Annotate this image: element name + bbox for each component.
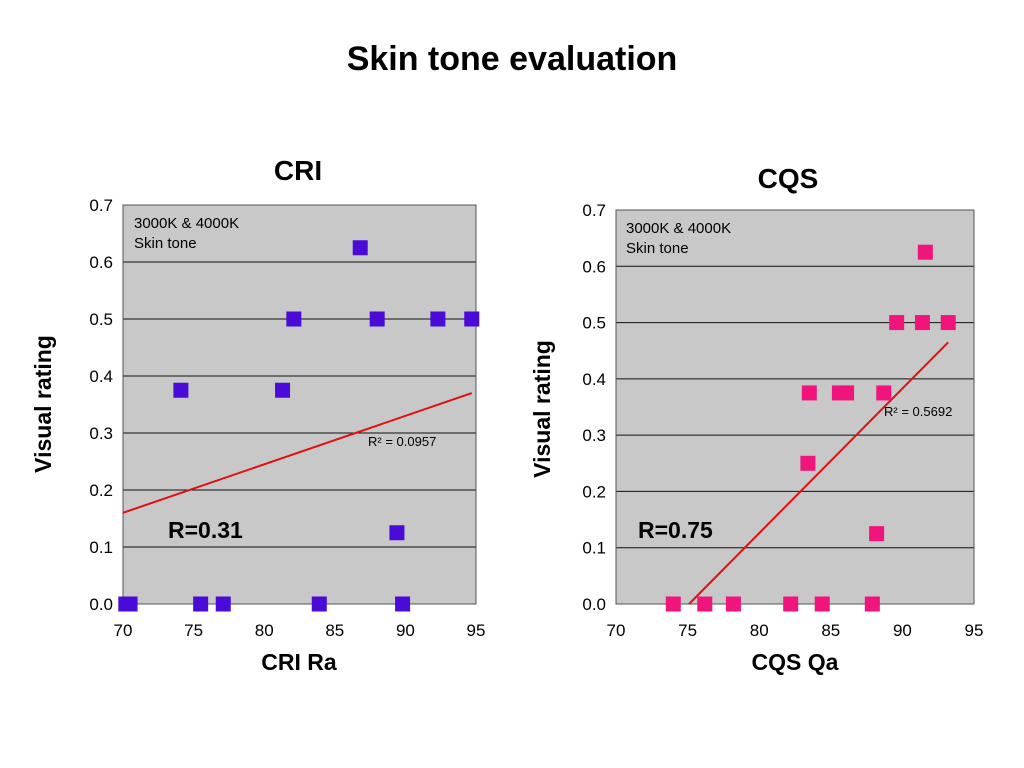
- data-point: [193, 596, 209, 612]
- data-point: [389, 525, 405, 541]
- y-axis-label: Visual rating: [529, 340, 555, 478]
- x-tick-label: 90: [396, 621, 415, 640]
- y-tick-label: 0.2: [89, 481, 113, 500]
- y-tick-label: 0.7: [89, 196, 113, 215]
- x-axis-label: CRI Ra: [261, 649, 337, 675]
- data-point: [173, 382, 189, 398]
- data-point: [665, 596, 681, 612]
- data-point: [464, 311, 480, 327]
- x-tick-label: 80: [255, 621, 274, 640]
- plot-area: [123, 205, 476, 604]
- x-tick-label: 85: [821, 621, 840, 640]
- y-tick-label: 0.3: [89, 424, 113, 443]
- data-point: [430, 311, 446, 327]
- y-tick-label: 0.3: [582, 426, 606, 445]
- y-tick-label: 0.7: [582, 201, 606, 220]
- trendline: [688, 341, 949, 605]
- y-tick-label: 0.6: [89, 253, 113, 272]
- y-tick-label: 0.5: [582, 314, 606, 333]
- y-tick-label: 0.5: [89, 310, 113, 329]
- y-tick-label: 0.4: [582, 370, 606, 389]
- plot-area: [616, 210, 974, 604]
- y-tick-label: 0.6: [582, 257, 606, 276]
- y-tick-label: 0.0: [89, 595, 113, 614]
- note-line: Skin tone: [626, 240, 689, 257]
- data-point: [395, 596, 411, 612]
- data-point: [889, 315, 905, 331]
- data-point: [286, 311, 302, 327]
- y-tick-label: 0.0: [582, 595, 606, 614]
- r-squared-label: R² = 0.0957: [368, 434, 436, 449]
- data-point: [839, 385, 855, 401]
- note-line: Skin tone: [134, 235, 197, 252]
- x-tick-label: 90: [893, 621, 912, 640]
- x-tick-label: 75: [678, 621, 697, 640]
- data-point: [783, 596, 799, 612]
- note-line: 3000K & 4000K: [134, 215, 239, 232]
- x-tick-label: 70: [607, 621, 626, 640]
- r-squared-label: R² = 0.5692: [884, 404, 952, 419]
- data-point: [940, 315, 956, 331]
- x-axis-label: CQS Qa: [752, 649, 839, 675]
- x-tick-label: 95: [467, 621, 486, 640]
- data-point: [369, 311, 385, 327]
- data-point: [864, 596, 880, 612]
- data-point: [122, 596, 138, 612]
- data-point: [697, 596, 713, 612]
- note-line: 3000K & 4000K: [626, 220, 731, 237]
- y-tick-label: 0.4: [89, 367, 113, 386]
- y-tick-label: 0.2: [582, 482, 606, 501]
- x-tick-label: 80: [750, 621, 769, 640]
- data-point: [352, 240, 368, 256]
- data-point: [801, 385, 817, 401]
- chart-title: CRI: [274, 155, 322, 186]
- y-tick-label: 0.1: [89, 538, 113, 557]
- chart-title: CQS: [758, 163, 819, 194]
- r-label: R=0.31: [168, 517, 243, 543]
- x-tick-label: 70: [114, 621, 133, 640]
- y-axis-label: Visual rating: [30, 335, 56, 473]
- x-tick-label: 85: [325, 621, 344, 640]
- data-point: [917, 244, 933, 260]
- data-point: [914, 315, 930, 331]
- y-tick-label: 0.1: [582, 539, 606, 558]
- data-point: [275, 382, 291, 398]
- r-label: R=0.75: [638, 517, 713, 543]
- trendline: [122, 392, 473, 514]
- data-point: [725, 596, 741, 612]
- plot-border: [122, 204, 477, 605]
- slide-title: Skin tone evaluation: [346, 40, 678, 78]
- data-point: [869, 526, 885, 542]
- data-point: [876, 385, 892, 401]
- data-point: [800, 455, 816, 471]
- data-point: [215, 596, 231, 612]
- data-point: [311, 596, 327, 612]
- data-point: [814, 596, 830, 612]
- x-tick-label: 95: [965, 621, 984, 640]
- x-tick-label: 75: [184, 621, 203, 640]
